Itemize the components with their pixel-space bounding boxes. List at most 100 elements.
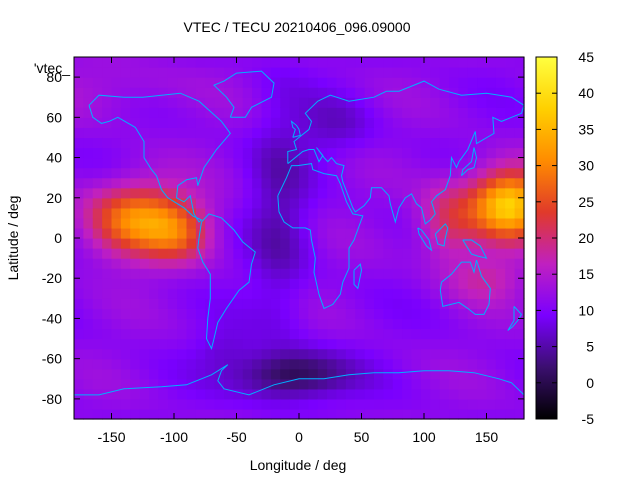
heatmap-cell: [411, 258, 422, 269]
heatmap-cell: [149, 157, 159, 169]
heatmap-cell: [120, 238, 131, 249]
heatmap-cell: [430, 288, 441, 299]
heatmap-cell: [224, 167, 234, 179]
heatmap-cell: [420, 238, 431, 249]
heatmap-cell: [505, 167, 516, 179]
heatmap-cell: [449, 57, 459, 68]
heatmap-cell: [92, 177, 103, 189]
heatmap-cell: [317, 398, 328, 410]
heatmap-cell: [214, 207, 225, 219]
heatmap-cell: [74, 217, 84, 229]
heatmap-cell: [495, 87, 506, 98]
heatmap-cell: [270, 298, 281, 309]
heatmap-cell: [411, 408, 422, 420]
colorbar-tick-label: 30: [578, 158, 594, 174]
colorbar-tick-label: 45: [578, 49, 594, 65]
heatmap-cell: [477, 348, 488, 360]
heatmap-cell: [308, 87, 319, 98]
heatmap-cell: [280, 187, 291, 199]
heatmap-cell: [111, 288, 122, 299]
heatmap-cell: [270, 117, 281, 128]
heatmap-cell: [242, 398, 253, 410]
heatmap-cell: [167, 87, 178, 98]
heatmap-cell: [345, 248, 356, 259]
heatmap-cell: [261, 107, 272, 118]
heatmap-cell: [177, 398, 188, 410]
y-tick-label: -80: [42, 391, 62, 407]
heatmap-cell: [233, 97, 244, 108]
heatmap-cell: [505, 288, 516, 299]
heatmap-cell: [336, 358, 347, 370]
heatmap-cell: [139, 147, 150, 159]
heatmap-cell: [299, 348, 309, 360]
heatmap-cell: [364, 77, 375, 88]
heatmap-cell: [449, 97, 459, 108]
heatmap-cell: [467, 77, 478, 88]
heatmap-cell: [139, 248, 150, 259]
heatmap-cell: [364, 398, 375, 410]
heatmap-cell: [402, 328, 413, 340]
heatmap-cell: [252, 107, 263, 118]
heatmap-cell: [186, 127, 197, 139]
heatmap-cell: [364, 248, 375, 259]
heatmap-cell: [439, 227, 450, 239]
heatmap-cell: [195, 197, 206, 209]
heatmap-cell: [130, 398, 141, 410]
heatmap-cell: [289, 77, 300, 88]
heatmap-cell: [92, 167, 103, 179]
heatmap-cell: [336, 338, 347, 350]
heatmap-cell: [224, 278, 234, 289]
heatmap-cell: [167, 227, 178, 239]
heatmap-cell: [186, 318, 197, 330]
heatmap-cell: [261, 358, 272, 370]
heatmap-cell: [327, 57, 338, 68]
heatmap-cell: [420, 207, 431, 219]
heatmap-cell: [374, 187, 384, 199]
heatmap-cell: [261, 217, 272, 229]
heatmap-cell: [252, 388, 263, 400]
heatmap-cell: [92, 137, 103, 149]
heatmap-cell: [205, 177, 216, 189]
heatmap-cell: [177, 77, 188, 88]
heatmap-cell: [233, 248, 244, 259]
heatmap-cell: [449, 167, 459, 179]
heatmap-cell: [514, 167, 525, 179]
heatmap-cell: [439, 147, 450, 159]
heatmap-cell: [336, 278, 347, 289]
heatmap-cell: [430, 338, 441, 350]
heatmap-cell: [242, 318, 253, 330]
heatmap-cell: [486, 318, 497, 330]
heatmap-cell: [102, 328, 113, 340]
heatmap-cell: [158, 398, 169, 410]
heatmap-cell: [214, 368, 225, 380]
heatmap-cell: [261, 378, 272, 390]
heatmap-cell: [233, 338, 244, 350]
heatmap-cell: [514, 67, 525, 78]
heatmap-cell: [486, 348, 497, 360]
heatmap-cell: [327, 238, 338, 249]
heatmap-cell: [514, 318, 525, 330]
heatmap-cell: [111, 127, 122, 139]
heatmap-cell: [74, 87, 84, 98]
heatmap-cell: [214, 318, 225, 330]
heatmap-cell: [308, 97, 319, 108]
heatmap-cell: [430, 388, 441, 400]
heatmap-cell: [130, 298, 141, 309]
heatmap-cell: [233, 107, 244, 118]
heatmap-cell: [280, 147, 291, 159]
heatmap-cell: [392, 238, 403, 249]
heatmap-cell: [327, 67, 338, 78]
heatmap-cell: [186, 97, 197, 108]
heatmap-cell: [261, 117, 272, 128]
heatmap-cell: [224, 298, 234, 309]
heatmap-cell: [186, 348, 197, 360]
heatmap-cell: [505, 308, 516, 320]
heatmap-cell: [477, 67, 488, 78]
heatmap-cell: [505, 318, 516, 330]
heatmap-cell: [186, 217, 197, 229]
heatmap-cell: [364, 288, 375, 299]
heatmap-cell: [467, 268, 478, 279]
heatmap-cell: [458, 147, 469, 159]
heatmap-cell: [158, 147, 169, 159]
heatmap-cell: [449, 248, 459, 259]
